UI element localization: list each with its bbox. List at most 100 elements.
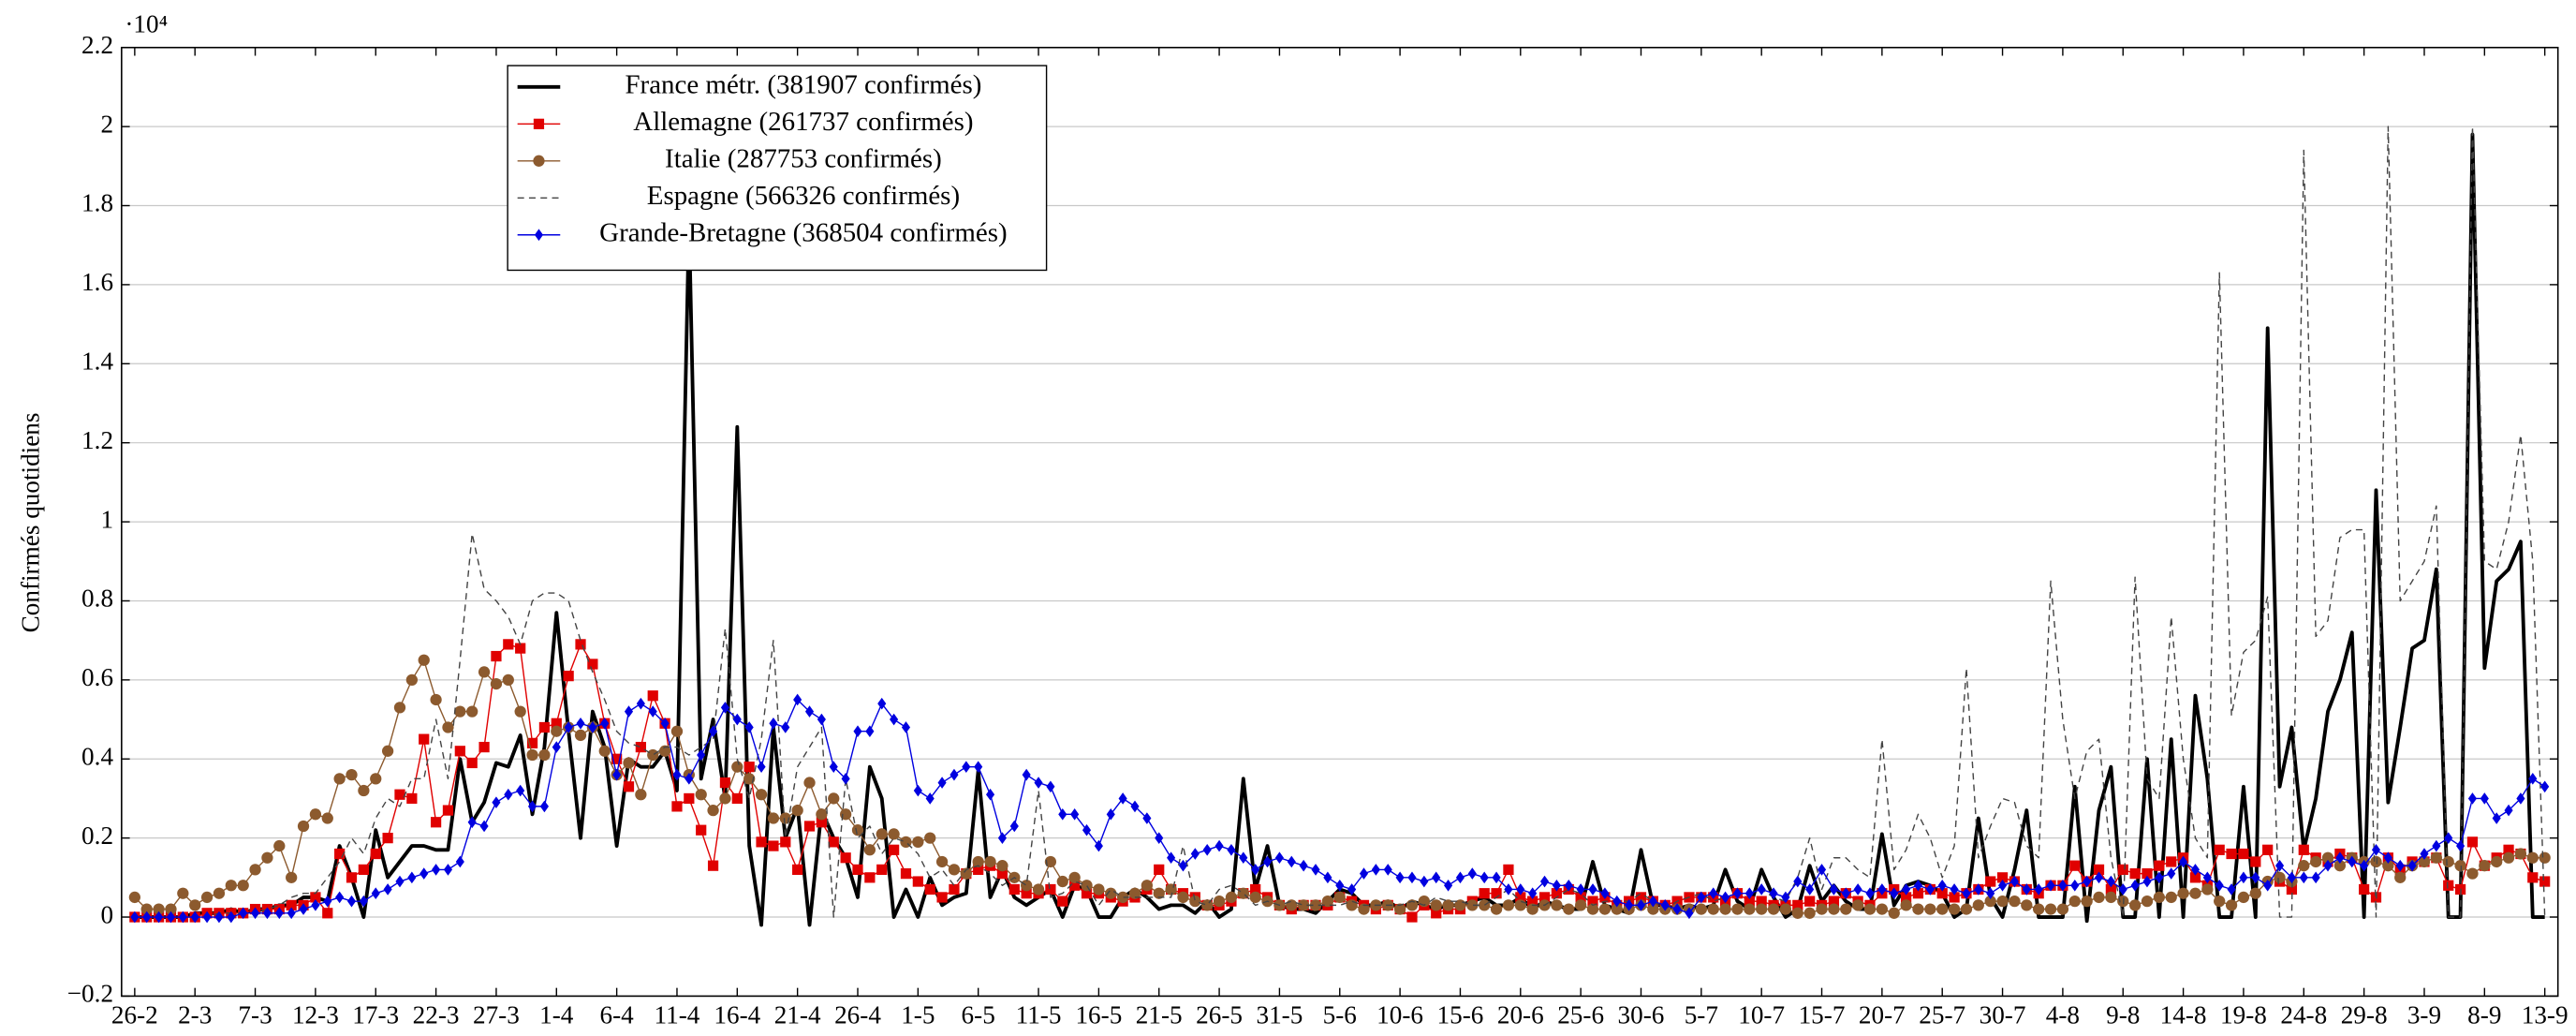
x-tick-label: 30-7: [1980, 1000, 2026, 1029]
y-tick-label: 0.2: [81, 821, 113, 850]
marker: [1008, 883, 1020, 895]
marker: [2129, 867, 2141, 880]
marker: [1660, 899, 1670, 911]
marker: [1466, 899, 1479, 911]
series-line: [134, 659, 2545, 914]
marker: [949, 768, 959, 781]
marker: [949, 883, 960, 895]
marker: [1034, 777, 1043, 789]
marker: [1021, 880, 1033, 892]
marker: [155, 910, 164, 924]
marker: [888, 828, 900, 840]
marker: [2070, 879, 2080, 892]
marker: [286, 899, 297, 910]
marker: [359, 895, 368, 908]
marker: [1744, 903, 1756, 915]
marker: [1972, 899, 1984, 911]
marker: [1225, 891, 1238, 904]
y-tick-label: 0.8: [81, 585, 113, 613]
marker: [768, 840, 779, 851]
marker: [2009, 875, 2019, 888]
marker: [1997, 879, 2008, 892]
marker: [2456, 839, 2466, 852]
marker: [1022, 768, 1031, 781]
y-tick-label: 0.4: [81, 742, 113, 770]
marker: [937, 777, 947, 789]
x-tick-label: 16-4: [714, 1000, 760, 1029]
marker: [1056, 875, 1068, 888]
marker: [533, 118, 545, 129]
marker: [2348, 855, 2357, 868]
marker: [1311, 864, 1320, 876]
marker: [1756, 895, 1767, 907]
marker: [335, 891, 345, 904]
marker: [1490, 903, 1503, 915]
marker: [864, 872, 876, 883]
marker: [2321, 851, 2334, 864]
grid: [121, 47, 2558, 998]
marker: [576, 717, 585, 730]
marker: [334, 848, 346, 860]
y-tick-label: 1.8: [81, 189, 113, 217]
marker: [1902, 883, 1911, 895]
marker: [973, 864, 984, 876]
marker: [1492, 871, 1501, 884]
marker: [564, 721, 573, 733]
marker: [709, 725, 718, 738]
marker: [623, 757, 635, 769]
marker: [1588, 883, 1597, 895]
marker: [225, 880, 237, 892]
marker: [935, 855, 949, 868]
marker: [1853, 883, 1862, 895]
marker: [2274, 859, 2285, 872]
marker: [1309, 899, 1322, 911]
marker: [1431, 908, 1442, 919]
marker: [1612, 895, 1622, 908]
marker: [538, 721, 551, 733]
marker: [1841, 887, 1850, 900]
marker: [876, 828, 888, 840]
marker: [1141, 880, 1154, 892]
marker: [1912, 903, 1924, 915]
x-tick-label: 25-7: [1919, 1000, 1965, 1029]
marker: [1081, 880, 1093, 892]
marker: [720, 702, 730, 714]
marker: [1563, 903, 1575, 915]
marker: [1358, 903, 1370, 915]
marker: [323, 895, 332, 908]
marker: [526, 748, 538, 762]
marker: [2167, 867, 2176, 880]
marker: [2083, 875, 2092, 888]
marker: [2287, 871, 2296, 884]
marker: [2094, 871, 2104, 884]
marker: [984, 855, 996, 868]
marker: [2516, 792, 2525, 805]
marker: [178, 910, 187, 924]
marker: [503, 639, 514, 650]
marker: [1732, 887, 1743, 900]
marker: [2128, 899, 2142, 911]
marker: [901, 721, 911, 733]
x-tick-label: 31-5: [1256, 1000, 1303, 1029]
marker: [1576, 883, 1585, 895]
marker: [792, 864, 803, 876]
marker: [442, 805, 454, 816]
marker: [1503, 864, 1514, 876]
marker: [2382, 860, 2394, 872]
marker: [432, 864, 441, 876]
marker: [756, 836, 767, 848]
marker: [840, 852, 851, 864]
marker: [2130, 879, 2140, 892]
marker: [1912, 888, 1924, 899]
marker: [2237, 891, 2250, 904]
marker: [1504, 883, 1513, 895]
marker: [1937, 879, 1947, 892]
marker: [1250, 883, 1261, 895]
marker: [816, 817, 828, 828]
marker: [1155, 832, 1164, 844]
marker: [793, 693, 802, 706]
marker: [1046, 780, 1055, 793]
marker: [430, 817, 442, 828]
x-tick-label: 6-5: [962, 1000, 995, 1029]
